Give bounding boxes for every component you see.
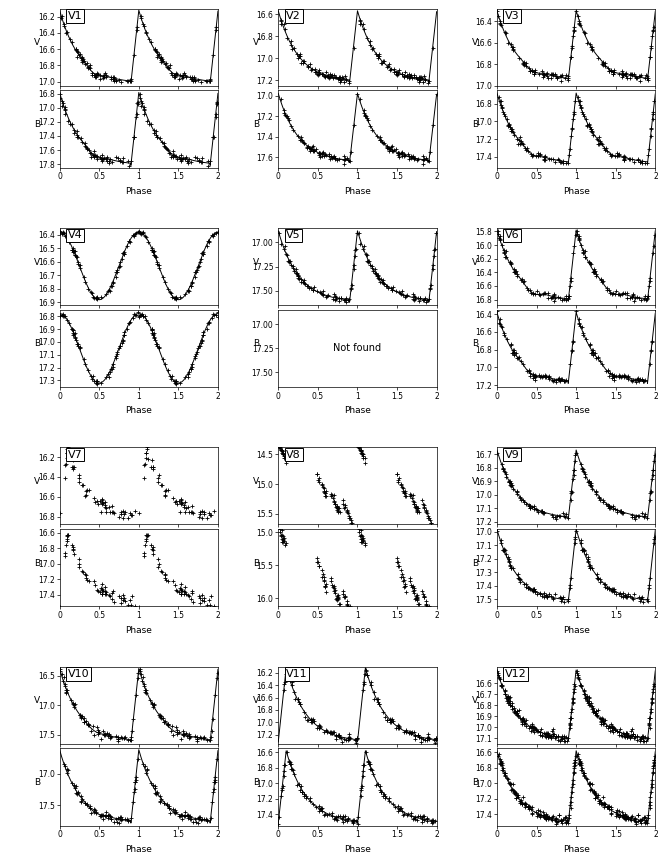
Text: Not found: Not found (334, 343, 381, 353)
X-axis label: Phase: Phase (344, 187, 371, 196)
X-axis label: Phase: Phase (563, 845, 590, 854)
Text: V8: V8 (286, 450, 301, 459)
Y-axis label: V: V (34, 38, 40, 47)
Y-axis label: V: V (253, 477, 259, 486)
Y-axis label: V: V (34, 477, 40, 486)
X-axis label: Phase: Phase (125, 626, 152, 635)
Y-axis label: V: V (34, 257, 40, 267)
Text: V3: V3 (505, 11, 520, 21)
Y-axis label: B: B (253, 559, 259, 568)
Y-axis label: V: V (253, 257, 259, 267)
Text: V6: V6 (505, 230, 520, 240)
Y-axis label: V: V (472, 257, 478, 267)
Text: V9: V9 (505, 450, 520, 459)
X-axis label: Phase: Phase (563, 626, 590, 635)
X-axis label: Phase: Phase (344, 626, 371, 635)
Y-axis label: V: V (472, 38, 478, 47)
Text: V2: V2 (286, 11, 301, 21)
Text: V7: V7 (68, 450, 82, 459)
Y-axis label: B: B (472, 340, 478, 348)
Text: V10: V10 (68, 669, 89, 679)
Text: V1: V1 (68, 11, 82, 21)
X-axis label: Phase: Phase (563, 187, 590, 196)
Y-axis label: B: B (34, 120, 40, 129)
Y-axis label: B: B (34, 340, 40, 348)
Text: V11: V11 (286, 669, 308, 679)
Y-axis label: B: B (472, 120, 478, 129)
Text: V12: V12 (505, 669, 526, 679)
Y-axis label: V: V (34, 697, 40, 705)
X-axis label: Phase: Phase (125, 187, 152, 196)
Y-axis label: V: V (472, 477, 478, 486)
X-axis label: Phase: Phase (344, 406, 371, 415)
Y-axis label: V: V (472, 697, 478, 705)
Y-axis label: B: B (253, 778, 259, 787)
Text: V4: V4 (68, 230, 82, 240)
Y-axis label: V: V (253, 38, 259, 47)
Y-axis label: B: B (472, 778, 478, 787)
Y-axis label: B: B (472, 559, 478, 568)
Text: V5: V5 (286, 230, 301, 240)
X-axis label: Phase: Phase (344, 845, 371, 854)
Y-axis label: B: B (34, 778, 40, 787)
X-axis label: Phase: Phase (563, 406, 590, 415)
Y-axis label: V: V (253, 697, 259, 705)
Y-axis label: B: B (253, 340, 259, 348)
X-axis label: Phase: Phase (125, 845, 152, 854)
Y-axis label: B: B (34, 559, 40, 568)
Y-axis label: B: B (253, 120, 259, 129)
X-axis label: Phase: Phase (125, 406, 152, 415)
